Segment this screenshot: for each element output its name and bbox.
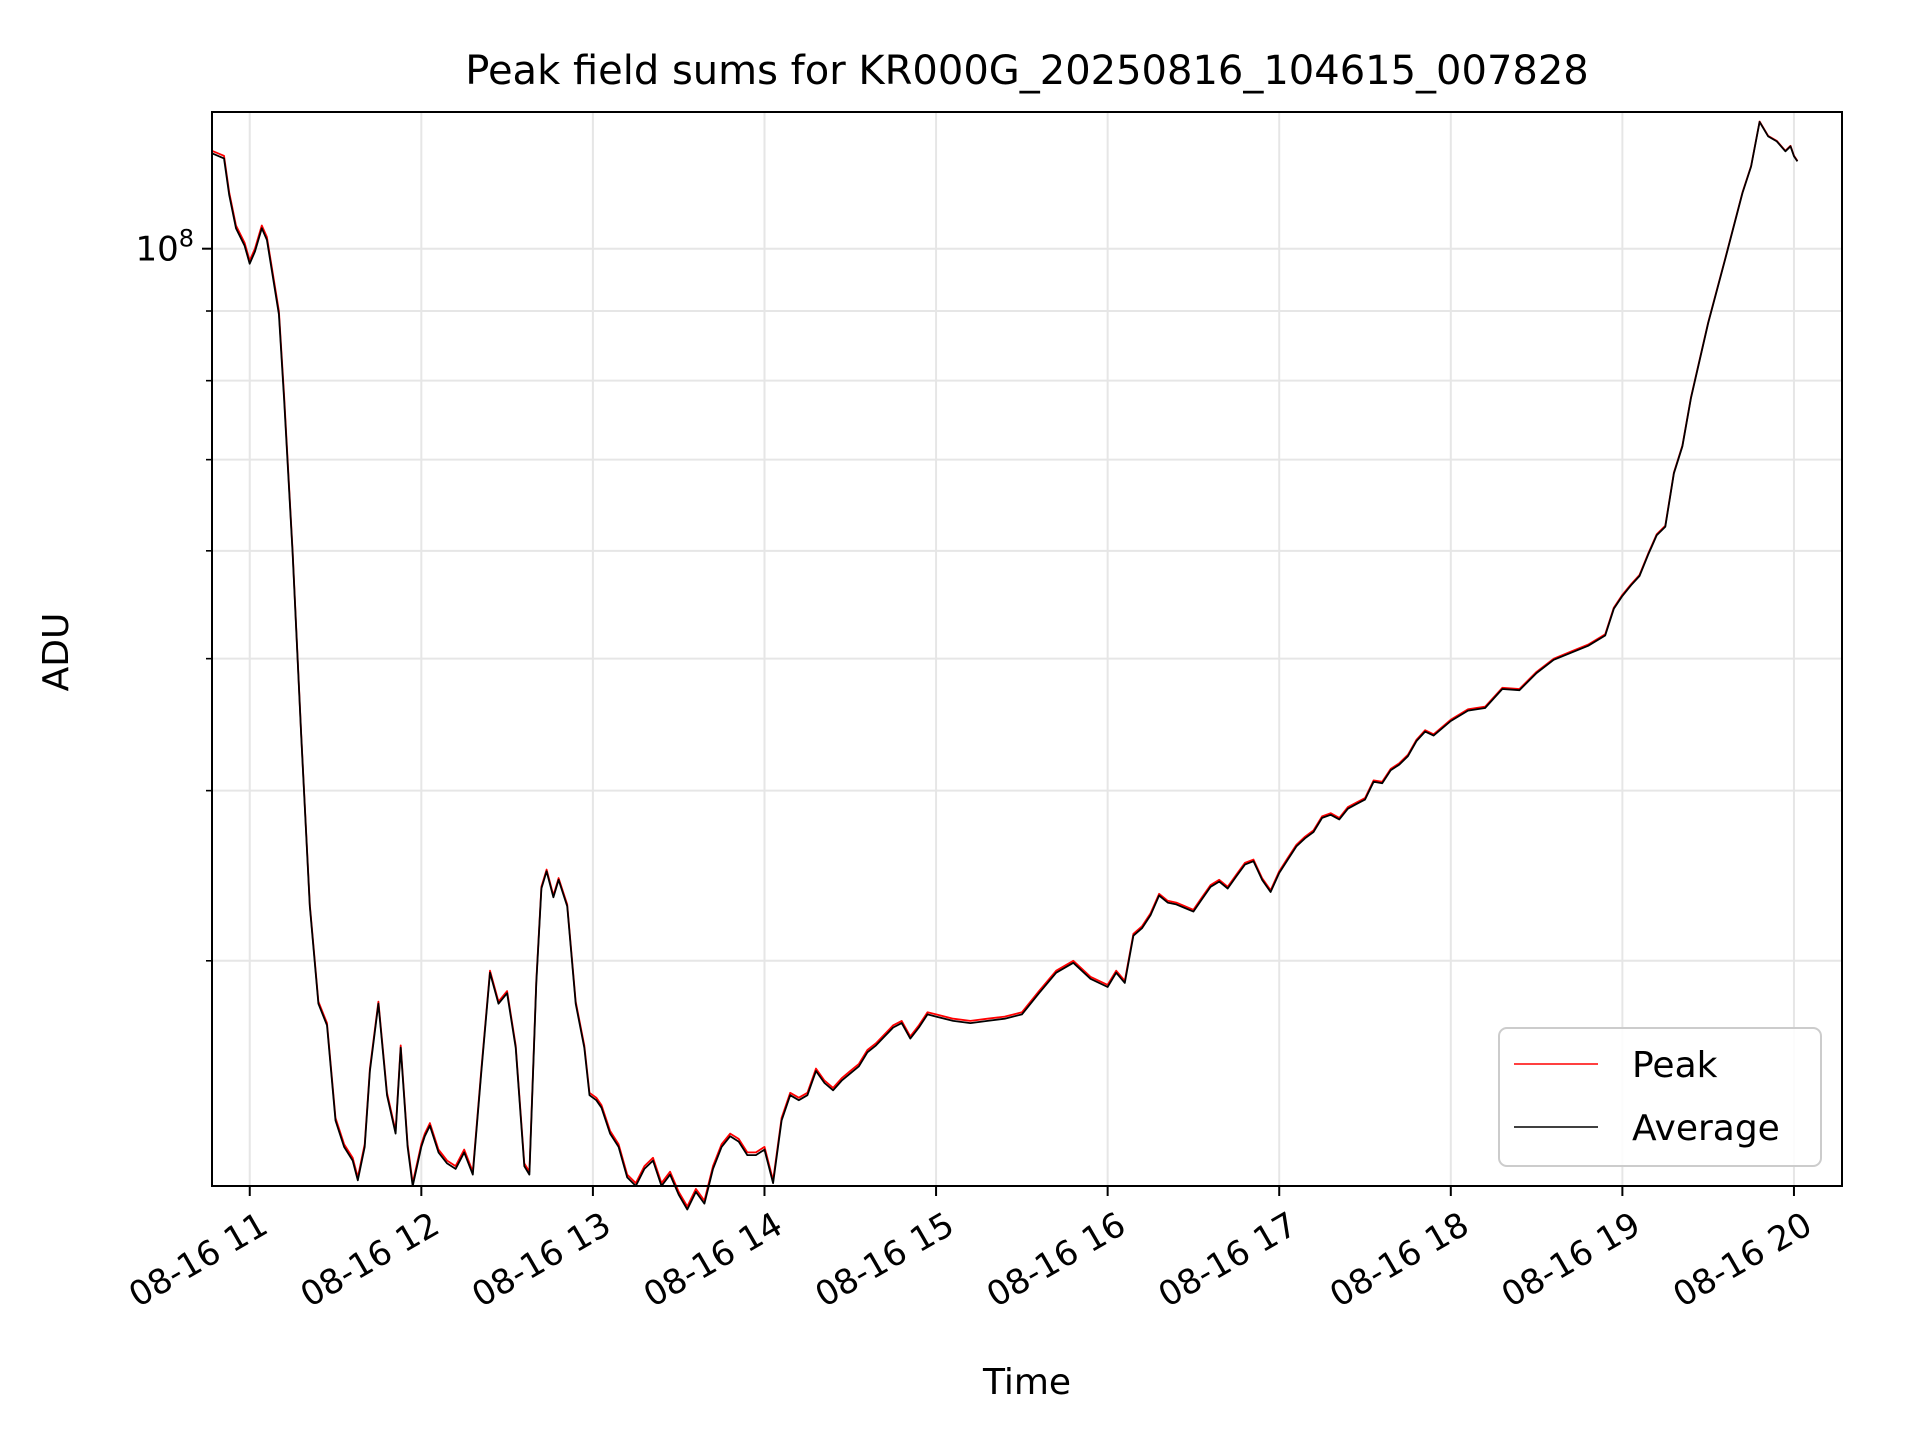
series-line-average xyxy=(211,121,1799,1211)
chart-title: Peak field sums for KR000G_20250816_1046… xyxy=(465,48,1589,94)
legend: Peak Average xyxy=(1498,1027,1822,1167)
legend-peak-label: Peak xyxy=(1632,1045,1718,1086)
y-axis-label: ADU xyxy=(36,613,77,692)
legend-average-label: Average xyxy=(1632,1108,1780,1149)
grid xyxy=(212,112,1842,1186)
plot-frame xyxy=(211,111,1843,1187)
legend-box xyxy=(1498,1027,1822,1167)
y-ticks: 108 xyxy=(135,225,212,962)
plot-lines xyxy=(211,120,1799,1211)
x-axis-label: Time xyxy=(982,1362,1071,1403)
y-tick-label: 108 xyxy=(135,225,194,270)
